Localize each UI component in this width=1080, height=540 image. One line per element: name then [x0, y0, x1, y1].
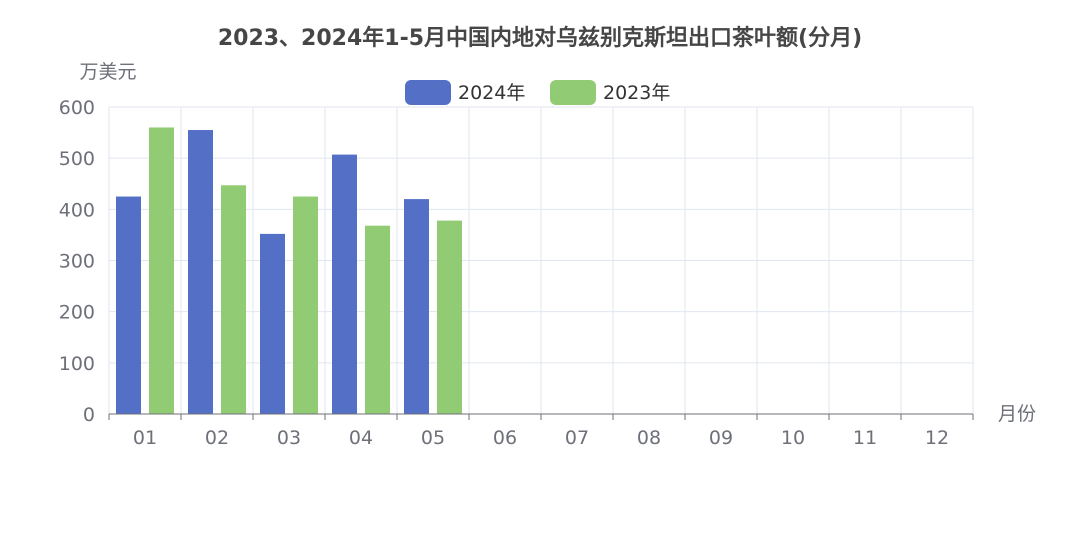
- bar: [116, 196, 141, 414]
- y-tick-label: 0: [83, 404, 95, 426]
- legend-label: 2023年: [603, 82, 670, 104]
- x-tick-label: 12: [925, 427, 949, 449]
- x-tick-labels: 01 02 03 04 05 06 07 08 09 10 11 12: [133, 427, 949, 449]
- x-tick-label: 11: [853, 427, 877, 449]
- axes: [108, 413, 974, 420]
- x-tick-label: 10: [781, 427, 805, 449]
- x-tick-label: 05: [421, 427, 445, 449]
- x-tick-label: 01: [133, 427, 157, 449]
- bar: [404, 199, 429, 414]
- x-tick-label: 08: [637, 427, 661, 449]
- y-tick-labels: 0 100 200 300 400 500 600: [59, 97, 95, 426]
- x-tick-label: 02: [205, 427, 229, 449]
- x-tick-label: 07: [565, 427, 589, 449]
- x-tick-label: 09: [709, 427, 733, 449]
- y-tick-label: 400: [59, 199, 95, 221]
- bar: [332, 154, 357, 414]
- chart-title: 2023、2024年1-5月中国内地对乌兹别克斯坦出口茶叶额(分月): [218, 25, 862, 51]
- grid: [108, 106, 974, 414]
- legend-swatch: [550, 80, 596, 105]
- bar: [293, 196, 318, 414]
- y-tick-label: 100: [59, 353, 95, 375]
- x-tick-label: 04: [349, 427, 373, 449]
- x-tick-label: 03: [277, 427, 301, 449]
- bar: [188, 130, 213, 414]
- y-tick-label: 200: [59, 302, 95, 324]
- bar: [437, 220, 462, 414]
- y-tick-label: 500: [59, 148, 95, 170]
- bar: [221, 185, 246, 414]
- legend: 2024年 2023年: [405, 80, 670, 105]
- y-tick-label: 300: [59, 251, 95, 273]
- x-tick-label: 06: [493, 427, 517, 449]
- y-axis-label: 万美元: [79, 61, 136, 83]
- legend-swatch: [405, 80, 451, 105]
- bar: [149, 127, 174, 414]
- bar: [365, 225, 390, 414]
- bar: [260, 233, 285, 414]
- bars: [116, 127, 462, 414]
- y-tick-label: 600: [59, 97, 95, 119]
- legend-label: 2024年: [458, 82, 525, 104]
- x-axis-label: 月份: [998, 403, 1036, 425]
